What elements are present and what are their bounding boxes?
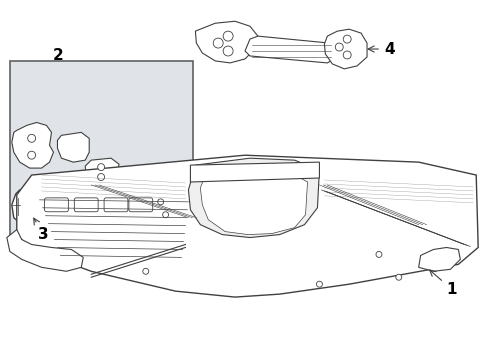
Polygon shape: [7, 230, 83, 271]
Polygon shape: [200, 168, 308, 235]
Bar: [10, 61, 194, 235]
Polygon shape: [12, 185, 182, 225]
Polygon shape: [196, 21, 258, 63]
Circle shape: [158, 199, 164, 205]
Circle shape: [335, 43, 343, 51]
FancyBboxPatch shape: [74, 198, 98, 212]
Polygon shape: [245, 36, 337, 63]
Circle shape: [343, 35, 351, 43]
FancyBboxPatch shape: [104, 198, 128, 212]
Polygon shape: [189, 158, 319, 238]
Polygon shape: [191, 162, 319, 182]
Circle shape: [98, 174, 104, 180]
Circle shape: [163, 212, 169, 218]
Text: 2: 2: [53, 49, 64, 63]
Circle shape: [223, 31, 233, 41]
Circle shape: [213, 38, 223, 48]
Circle shape: [317, 281, 322, 287]
Circle shape: [28, 134, 36, 142]
Circle shape: [223, 46, 233, 56]
Text: 3: 3: [34, 218, 49, 242]
Circle shape: [343, 51, 351, 59]
Polygon shape: [85, 158, 119, 184]
FancyBboxPatch shape: [45, 198, 69, 212]
Text: 4: 4: [368, 41, 394, 57]
Circle shape: [376, 251, 382, 257]
Polygon shape: [324, 29, 367, 69]
Circle shape: [98, 164, 104, 171]
Polygon shape: [17, 155, 478, 297]
Polygon shape: [12, 122, 53, 168]
Circle shape: [28, 151, 36, 159]
Circle shape: [143, 268, 149, 274]
Text: 1: 1: [430, 270, 457, 297]
Polygon shape: [57, 132, 89, 162]
Circle shape: [396, 274, 402, 280]
Polygon shape: [418, 247, 460, 271]
FancyBboxPatch shape: [129, 198, 153, 212]
